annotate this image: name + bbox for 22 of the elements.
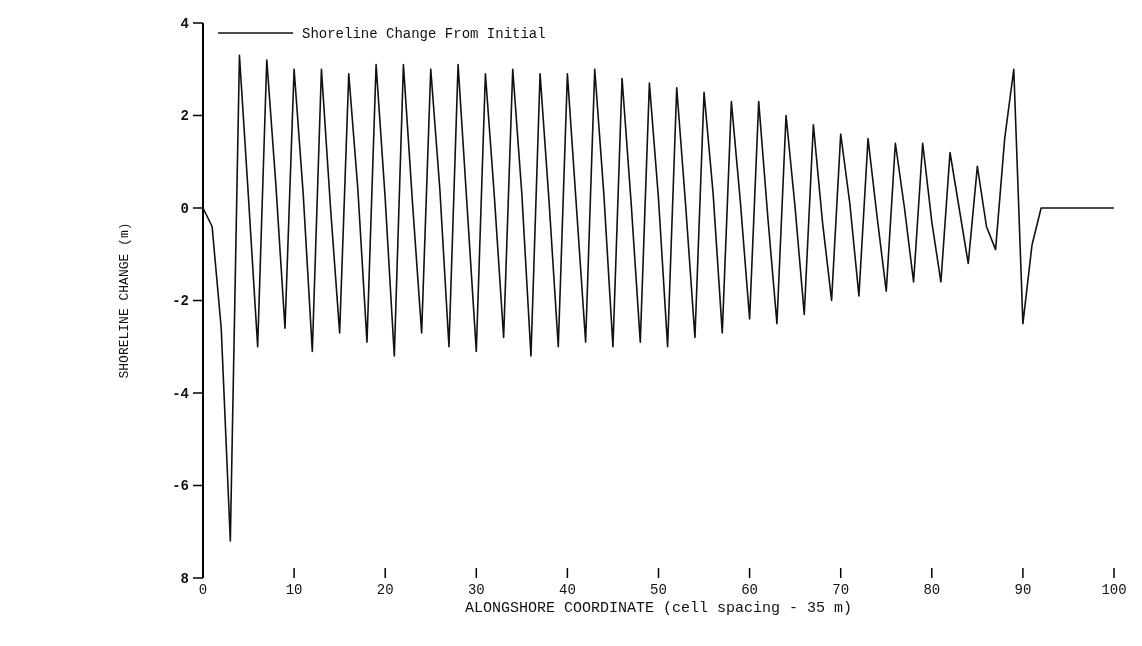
y-tick-label: 0 — [180, 200, 189, 217]
x-tick-label: 10 — [285, 582, 303, 598]
x-axis-title: ALONGSHORE COORDINATE (cell spacing - 35 m) — [464, 600, 853, 617]
x-tick-label: 90 — [1014, 582, 1032, 598]
x-tick-label: 80 — [923, 582, 941, 598]
y-tick-label: 2 — [180, 108, 189, 125]
y-tick-label: 4 — [180, 15, 189, 32]
y-tick-label: -4 — [172, 385, 189, 402]
x-tick-label: 60 — [741, 582, 759, 598]
x-tick-label: 30 — [467, 582, 485, 598]
y-tick-label: 8 — [180, 570, 189, 587]
text: Shoreline Change From Initial — [302, 25, 546, 42]
y-tick-label: -2 — [172, 293, 189, 310]
x-tick-label: 70 — [832, 582, 850, 598]
y-tick-label: -6 — [172, 478, 189, 495]
x-tick-label: 100 — [1101, 582, 1127, 598]
x-tick-label: 0 — [198, 582, 208, 598]
x-tick-label: 50 — [650, 582, 667, 598]
y-axis-title: SHORELINE CHANGE (m) — [117, 222, 132, 379]
x-tick-label: 40 — [558, 582, 576, 598]
line-series — [202, 54, 1115, 542]
x-tick-label: 20 — [376, 582, 394, 598]
